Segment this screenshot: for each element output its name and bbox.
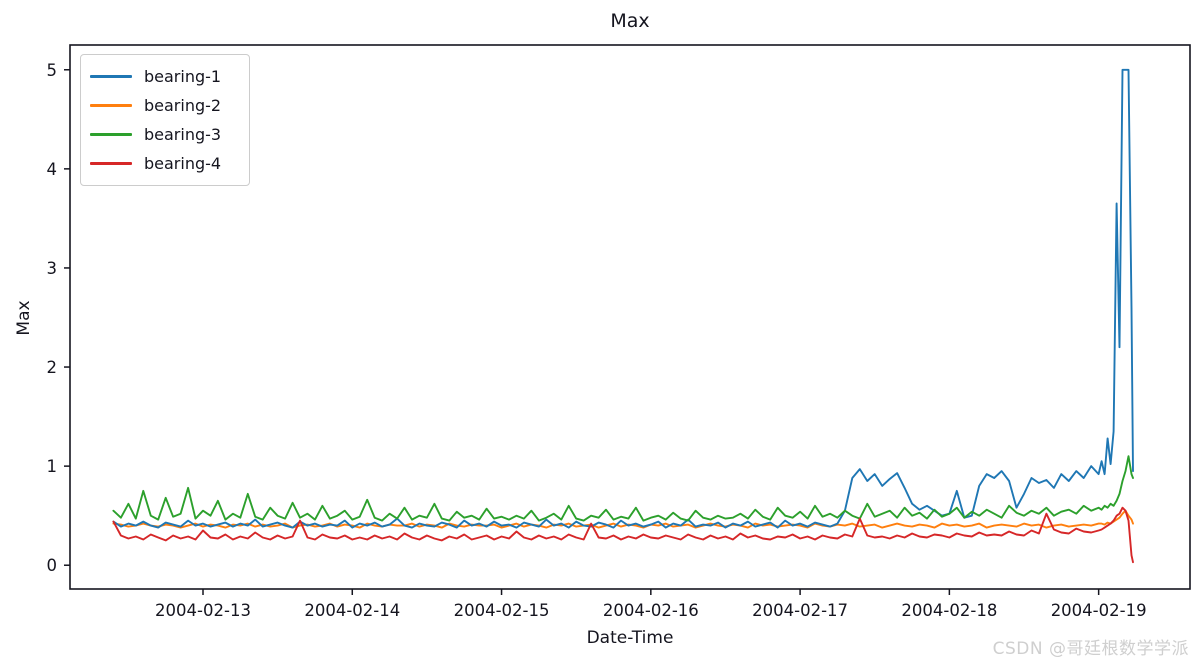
legend-line-sample-icon	[90, 104, 132, 107]
series-bearing-4	[112, 506, 1134, 564]
legend-item-bearing-2: bearing-2	[90, 91, 239, 120]
series-bearing-3	[112, 455, 1134, 522]
y-tick-label: 1	[47, 457, 58, 476]
legend-label: bearing-3	[144, 125, 222, 144]
legend-line-sample-icon	[90, 162, 132, 165]
y-tick-label: 2	[47, 358, 58, 377]
x-tick-label: 2004-02-16	[603, 601, 699, 620]
legend-label: bearing-2	[144, 96, 222, 115]
y-tick-label: 0	[47, 556, 58, 575]
legend-label: bearing-4	[144, 154, 222, 173]
x-axis-label: Date-Time	[586, 628, 674, 648]
y-tick-label: 3	[47, 259, 58, 278]
y-tick-label: 5	[47, 61, 58, 80]
x-tick-label: 2004-02-19	[1051, 601, 1147, 620]
x-tick-label: 2004-02-15	[454, 601, 550, 620]
x-tick-label: 2004-02-13	[155, 601, 251, 620]
csdn-watermark: CSDN @哥廷根数学学派	[992, 639, 1189, 659]
legend-item-bearing-3: bearing-3	[90, 120, 239, 149]
x-tick-label: 2004-02-18	[901, 601, 997, 620]
x-tick-label: 2004-02-17	[752, 601, 848, 620]
legend-item-bearing-4: bearing-4	[90, 149, 239, 178]
y-axis-label: Max	[14, 300, 34, 336]
legend-item-bearing-1: bearing-1	[90, 62, 239, 91]
legend-label: bearing-1	[144, 67, 222, 86]
legend: bearing-1 bearing-2 bearing-3 bearing-4	[80, 54, 250, 186]
axes-frame	[69, 44, 1191, 590]
x-tick-label: 2004-02-14	[304, 601, 400, 620]
chart-title: Max	[610, 10, 650, 32]
y-tick-label: 4	[47, 160, 58, 179]
legend-line-sample-icon	[90, 75, 132, 78]
series-bearing-1	[112, 68, 1134, 529]
legend-line-sample-icon	[90, 133, 132, 136]
